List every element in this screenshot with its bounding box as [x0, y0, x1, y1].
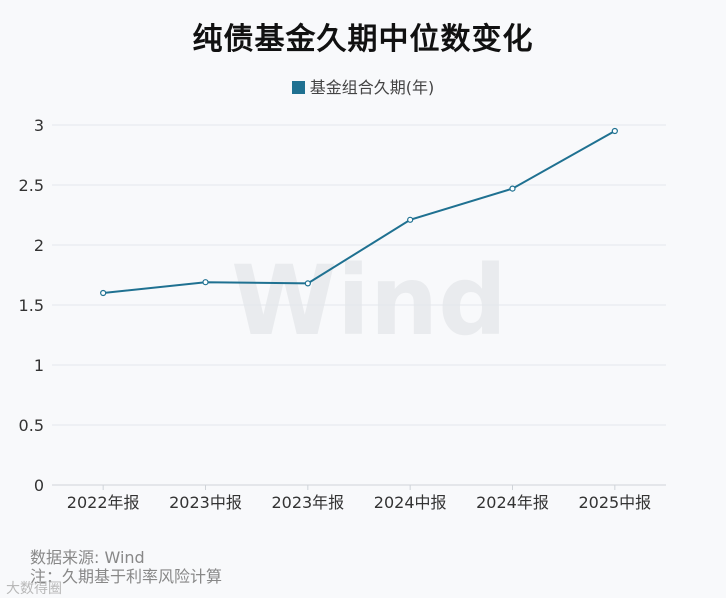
y-tick-label: 2 [34, 236, 44, 255]
watermark: Wind [231, 245, 507, 357]
y-tick-label: 0.5 [19, 416, 44, 435]
x-tick-label: 2023年报 [271, 493, 344, 512]
data-point [407, 216, 414, 223]
x-tick-label: 2022年报 [67, 493, 140, 512]
data-point [304, 280, 311, 287]
data-point [100, 289, 107, 297]
x-tick-label: 2025中报 [578, 493, 651, 512]
y-tick-label: 2.5 [19, 176, 44, 195]
legend-swatch [291, 81, 305, 94]
y-tick-label: 3 [34, 116, 44, 135]
legend: 基金组合久期(年) [0, 74, 726, 98]
x-tick-label: 2024中报 [374, 493, 447, 512]
legend-label: 基金组合久期(年) [309, 78, 435, 97]
y-tick-label: 0 [34, 476, 44, 495]
data-point [611, 127, 618, 135]
x-tick-label: 2024年报 [476, 493, 549, 512]
y-tick-label: 1 [34, 356, 44, 375]
series-line [103, 130, 616, 294]
footnote: 注：久期基于利率风险计算 [30, 567, 223, 586]
chart-title: 纯债基金久期中位数变化 [192, 22, 534, 57]
source-note: 数据来源: Wind [30, 548, 145, 567]
y-tick-label: 1.5 [19, 296, 44, 315]
x-tick-label: 2023中报 [169, 493, 242, 512]
data-point [202, 279, 209, 286]
brand-logo: 大数得圈 [6, 581, 62, 597]
data-point [509, 185, 516, 192]
